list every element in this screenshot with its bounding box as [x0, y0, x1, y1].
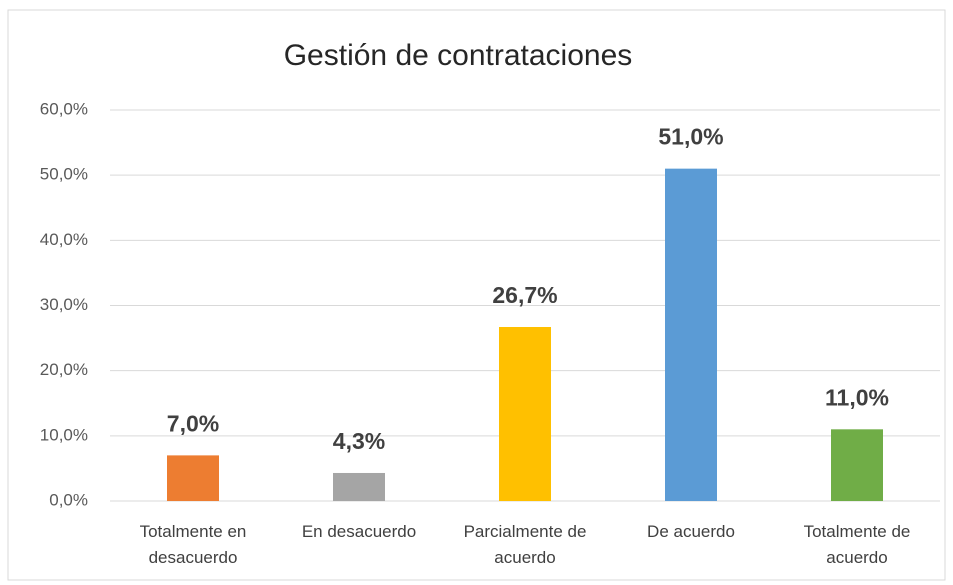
- data-label: 51,0%: [658, 124, 723, 150]
- bar: [665, 168, 717, 501]
- bar: [831, 429, 883, 501]
- y-tick-label: 40,0%: [40, 230, 88, 249]
- y-tick-label: 0,0%: [49, 490, 88, 509]
- y-tick-label: 30,0%: [40, 295, 88, 314]
- x-tick-label: De acuerdo: [647, 522, 735, 541]
- y-tick-label: 50,0%: [40, 165, 88, 184]
- x-tick-label: En desacuerdo: [301, 522, 417, 541]
- data-label: 26,7%: [492, 282, 557, 308]
- y-tick-label: 60,0%: [40, 99, 88, 118]
- data-label: 7,0%: [167, 410, 219, 436]
- y-tick-label: 10,0%: [40, 425, 88, 444]
- bar: [499, 327, 551, 501]
- bar: [167, 455, 219, 501]
- x-tick-label: Totalmente en desacuerdo: [139, 522, 247, 567]
- chart-title: Gestión de contrataciones: [284, 39, 633, 72]
- chart-frame: [7, 9, 946, 581]
- data-label: 4,3%: [333, 428, 385, 454]
- data-label: 11,0%: [825, 384, 889, 410]
- x-tick-label: Totalmente de acuerdo: [803, 522, 911, 567]
- y-tick-label: 20,0%: [40, 360, 88, 379]
- bar: [333, 472, 385, 501]
- x-tick-label: Parcialmente de acuerdo: [463, 522, 587, 567]
